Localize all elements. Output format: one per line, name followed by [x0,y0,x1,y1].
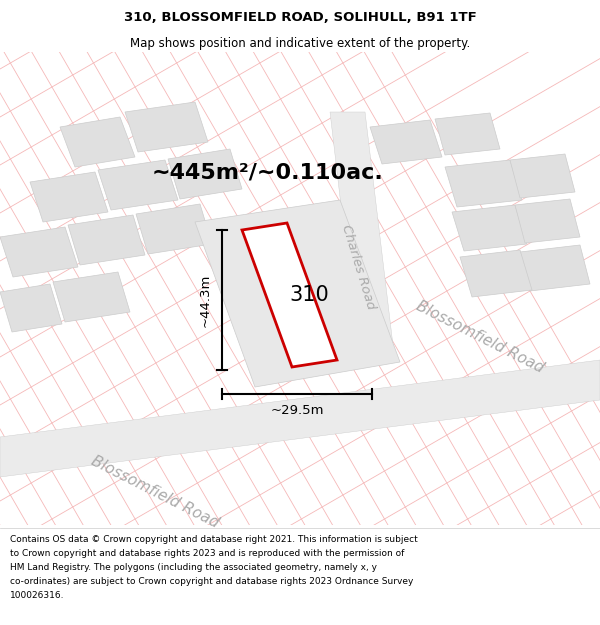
Polygon shape [98,160,178,210]
Polygon shape [515,199,580,243]
Text: Blossomfield Road: Blossomfield Road [414,298,546,376]
Text: ~44.3m: ~44.3m [199,273,212,327]
Polygon shape [0,360,600,477]
Polygon shape [0,284,62,332]
Polygon shape [168,149,242,199]
Text: 310, BLOSSOMFIELD ROAD, SOLIHULL, B91 1TF: 310, BLOSSOMFIELD ROAD, SOLIHULL, B91 1T… [124,11,476,24]
Text: HM Land Registry. The polygons (including the associated geometry, namely x, y: HM Land Registry. The polygons (includin… [10,563,377,572]
Polygon shape [452,205,527,251]
Polygon shape [242,223,337,367]
Polygon shape [125,102,208,152]
Text: to Crown copyright and database rights 2023 and is reproduced with the permissio: to Crown copyright and database rights 2… [10,549,404,558]
Polygon shape [435,113,500,155]
Text: Charles Road: Charles Road [339,223,377,311]
Text: 100026316.: 100026316. [10,591,65,600]
Polygon shape [520,245,590,291]
Polygon shape [0,227,78,277]
Polygon shape [460,250,532,297]
Polygon shape [136,204,212,254]
Text: Blossomfield Road: Blossomfield Road [89,453,221,531]
Text: 310: 310 [290,285,329,305]
Polygon shape [60,117,135,167]
Polygon shape [370,120,442,164]
Polygon shape [195,200,400,387]
Text: Map shows position and indicative extent of the property.: Map shows position and indicative extent… [130,38,470,51]
Text: ~29.5m: ~29.5m [270,404,324,417]
Polygon shape [445,160,522,207]
Text: Contains OS data © Crown copyright and database right 2021. This information is : Contains OS data © Crown copyright and d… [10,535,418,544]
Polygon shape [53,272,130,322]
Polygon shape [68,215,145,265]
Polygon shape [30,172,108,222]
Text: co-ordinates) are subject to Crown copyright and database rights 2023 Ordnance S: co-ordinates) are subject to Crown copyr… [10,577,413,586]
Polygon shape [330,112,395,367]
Polygon shape [510,154,575,198]
Text: ~445m²/~0.110ac.: ~445m²/~0.110ac. [152,162,384,182]
